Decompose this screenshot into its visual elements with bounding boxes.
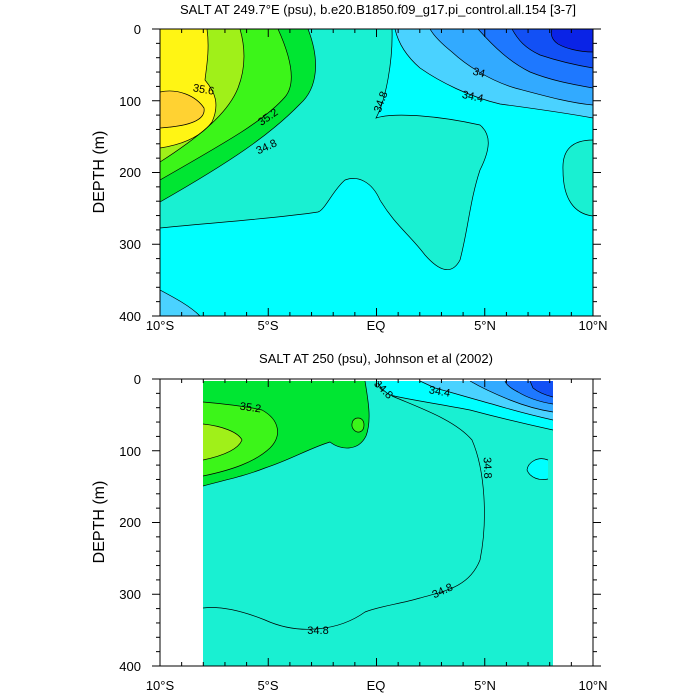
x-tick-label: 10°N bbox=[578, 678, 607, 693]
region-33_6 bbox=[551, 29, 593, 52]
x-tick-label: 5°S bbox=[257, 678, 278, 693]
region-34_6-sw bbox=[160, 290, 200, 316]
y-tick-label: 400 bbox=[119, 309, 141, 324]
contour-label: 34 bbox=[471, 66, 486, 81]
y-tick-labels-top: 0 100 200 300 400 bbox=[119, 22, 141, 324]
x-tick-label: 5°S bbox=[257, 318, 278, 333]
panel-bottom: SALT AT 250 (psu), Johnson et al (2002) bbox=[91, 351, 608, 693]
x-tick-label: 10°N bbox=[578, 318, 607, 333]
x-tick-label: EQ bbox=[367, 678, 386, 693]
y-tick-label: 200 bbox=[119, 515, 141, 530]
y-tick-label: 300 bbox=[119, 587, 141, 602]
salinity-field-top: 35.6 35.2 34.8 34.8 34 34.4 bbox=[160, 29, 593, 316]
x-tick-label: 10°S bbox=[146, 318, 175, 333]
contour-label: 34.8 bbox=[307, 625, 328, 637]
y-tick-label: 0 bbox=[134, 22, 141, 37]
region-34_6-east bbox=[527, 458, 548, 480]
contour-label: 34.8 bbox=[481, 457, 494, 479]
region-35_4 bbox=[203, 424, 242, 460]
contour-label: 34.4 bbox=[461, 89, 484, 105]
contour-label: 35.6 bbox=[192, 82, 215, 98]
x-tick-label: EQ bbox=[367, 318, 386, 333]
panel-top: SALT AT 249.7°E (psu), b.e20.B1850.f09_g… bbox=[91, 2, 608, 333]
panel-top-title: SALT AT 249.7°E (psu), b.e20.B1850.f09_g… bbox=[180, 2, 576, 17]
ticks-bottom bbox=[152, 378, 601, 667]
x-tick-labels-top: 10°S 5°S EQ 5°N 10°N bbox=[146, 318, 608, 333]
contour-labels-bottom: 35.2 34.8 34.4 34.8 34.8 34.8 bbox=[239, 381, 494, 637]
x-tick-label: 5°N bbox=[474, 318, 496, 333]
region-34_8-east bbox=[562, 140, 593, 216]
region-33_8 bbox=[530, 381, 553, 397]
y-tick-label: 100 bbox=[119, 444, 141, 459]
panel-bottom-title: SALT AT 250 (psu), Johnson et al (2002) bbox=[259, 351, 493, 366]
x-tick-labels-bottom: 10°S 5°S EQ 5°N 10°N bbox=[146, 678, 608, 693]
x-tick-label: 10°S bbox=[146, 678, 175, 693]
x-tick-label: 5°N bbox=[474, 678, 496, 693]
contour-label: 35.2 bbox=[239, 401, 262, 416]
y-tick-label: 300 bbox=[119, 237, 141, 252]
salinity-field-bottom: 35.2 34.8 34.4 34.8 34.8 34.8 bbox=[203, 381, 553, 666]
y-tick-label: 200 bbox=[119, 165, 141, 180]
y-tick-label: 400 bbox=[119, 659, 141, 674]
region-35_8 bbox=[160, 90, 205, 128]
y-axis-label-top: DEPTH (m) bbox=[91, 131, 108, 214]
region-35_0-island bbox=[351, 418, 364, 433]
contour-lines-bottom bbox=[203, 381, 553, 630]
y-tick-label: 0 bbox=[134, 372, 141, 387]
ticks-top bbox=[152, 28, 601, 317]
y-tick-label: 100 bbox=[119, 94, 141, 109]
contour-lines-top bbox=[160, 29, 593, 316]
contour-label: 34.4 bbox=[428, 384, 451, 400]
y-axis-label-bottom: DEPTH (m) bbox=[91, 481, 108, 564]
y-tick-labels-bottom: 0 100 200 300 400 bbox=[119, 372, 141, 674]
